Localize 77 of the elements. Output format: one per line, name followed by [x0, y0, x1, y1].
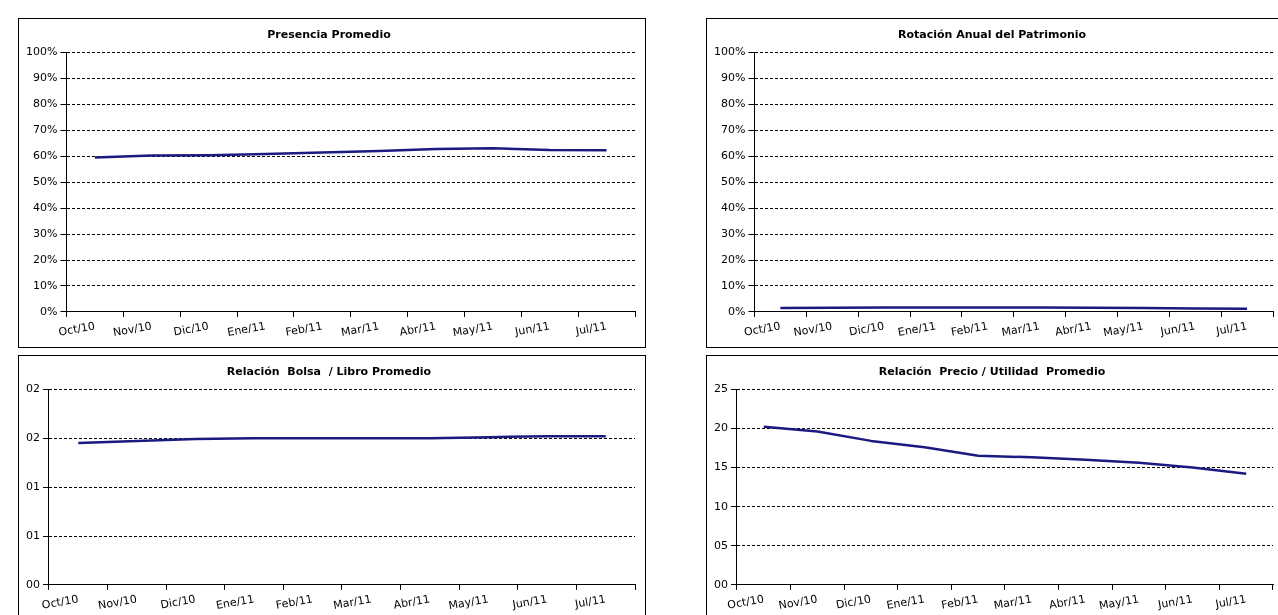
x-tick-label: Jun/11 — [513, 319, 551, 339]
x-tick-label: Dic/10 — [835, 592, 873, 612]
y-tick-label: 00 — [714, 577, 728, 591]
x-tick-label: Mar/11 — [340, 319, 381, 339]
x-tick-label: Abr/11 — [398, 319, 438, 339]
x-tick-label: Feb/11 — [940, 592, 980, 612]
x-tick-label: Nov/10 — [777, 592, 819, 613]
y-tick-label: 20% — [720, 252, 746, 266]
x-tick-label: Jun/11 — [1158, 319, 1197, 339]
x-tick-label: Abr/11 — [1047, 592, 1087, 612]
x-tick-label: Jul/11 — [572, 592, 607, 611]
y-tick-label: 25 — [714, 382, 728, 396]
y-tick-label: 40% — [720, 200, 746, 214]
y-tick-label: 40% — [32, 200, 58, 214]
y-tick-label: 0% — [39, 304, 58, 318]
y-tick-label: 30% — [720, 226, 746, 240]
x-tick-label: Abr/11 — [1054, 319, 1093, 339]
y-tick-label: 05 — [714, 538, 728, 552]
y-tick-label: 90% — [32, 71, 58, 85]
y-tick-label: 10 — [714, 499, 728, 513]
x-tick-label: Nov/10 — [111, 319, 153, 340]
y-tick-label: 70% — [720, 122, 746, 136]
x-tick-label: Feb/11 — [274, 592, 314, 612]
chart-title: Relación Bolsa / Libro Promedio — [226, 365, 432, 379]
x-tick-label: Oct/10 — [40, 592, 80, 612]
x-tick-label: Jul/11 — [1214, 319, 1249, 338]
y-tick-label: 00 — [26, 577, 40, 591]
y-tick-label: 20 — [714, 421, 728, 435]
x-tick-label: Dic/10 — [159, 592, 197, 612]
x-tick-label: Jul/11 — [1213, 592, 1248, 611]
y-tick-label: 20% — [32, 252, 58, 266]
x-tick-label: Feb/11 — [949, 319, 989, 339]
y-tick-label: 50% — [32, 174, 58, 188]
y-tick-label: 80% — [720, 97, 746, 111]
x-tick-label: Abr/11 — [392, 592, 431, 612]
x-tick-label: Ene/11 — [885, 592, 926, 612]
x-tick-label: Ene/11 — [226, 319, 267, 339]
chart-title: Rotación Anual del Patrimonio — [897, 28, 1087, 42]
x-tick-label: Oct/10 — [742, 319, 782, 339]
x-tick-label: May/11 — [447, 592, 490, 613]
x-tick-label: Nov/10 — [97, 592, 138, 613]
y-tick-label: 01 — [26, 479, 40, 493]
y-tick-label: 60% — [32, 148, 58, 162]
y-tick-label: 02 — [26, 382, 40, 396]
x-tick-label: Mar/11 — [332, 592, 373, 612]
y-tick-label: 90% — [720, 71, 746, 85]
y-tick-label: 100% — [25, 45, 58, 59]
y-tick-label: 70% — [32, 122, 58, 136]
x-tick-label: Ene/11 — [896, 319, 937, 339]
y-tick-label: 10% — [720, 278, 746, 292]
y-tick-label: 0% — [727, 304, 746, 318]
x-tick-label: May/11 — [1097, 592, 1141, 613]
y-tick-label: 02 — [26, 431, 40, 444]
y-tick-label: 15 — [714, 460, 728, 474]
x-tick-label: Mar/11 — [992, 592, 1033, 612]
x-tick-label: May/11 — [451, 319, 494, 340]
y-tick-label: 60% — [720, 148, 746, 162]
x-tick-label: Jul/11 — [573, 319, 608, 338]
x-tick-label: Ene/11 — [215, 592, 256, 612]
x-tick-label: Nov/10 — [792, 319, 834, 340]
y-tick-label: 10% — [32, 278, 58, 292]
x-tick-label: Dic/10 — [848, 319, 886, 339]
y-tick-label: 50% — [720, 174, 746, 188]
x-tick-label: Jun/11 — [1156, 592, 1194, 612]
x-tick-label: Feb/11 — [284, 319, 324, 339]
y-tick-label: 80% — [32, 97, 58, 111]
y-tick-label: 100% — [713, 45, 746, 59]
x-tick-label: Oct/10 — [726, 592, 765, 612]
chart-title: Presencia Promedio — [267, 28, 392, 42]
y-tick-label: 30% — [32, 226, 58, 240]
x-tick-label: Oct/10 — [57, 319, 96, 339]
x-tick-label: Jun/11 — [510, 592, 549, 612]
chart-title: Relación Precio / Utilidad Promedio — [878, 365, 1106, 379]
x-tick-label: Dic/10 — [172, 319, 210, 339]
x-tick-label: Mar/11 — [1000, 319, 1041, 339]
y-tick-label: 01 — [26, 528, 40, 542]
x-tick-label: May/11 — [1102, 319, 1145, 340]
